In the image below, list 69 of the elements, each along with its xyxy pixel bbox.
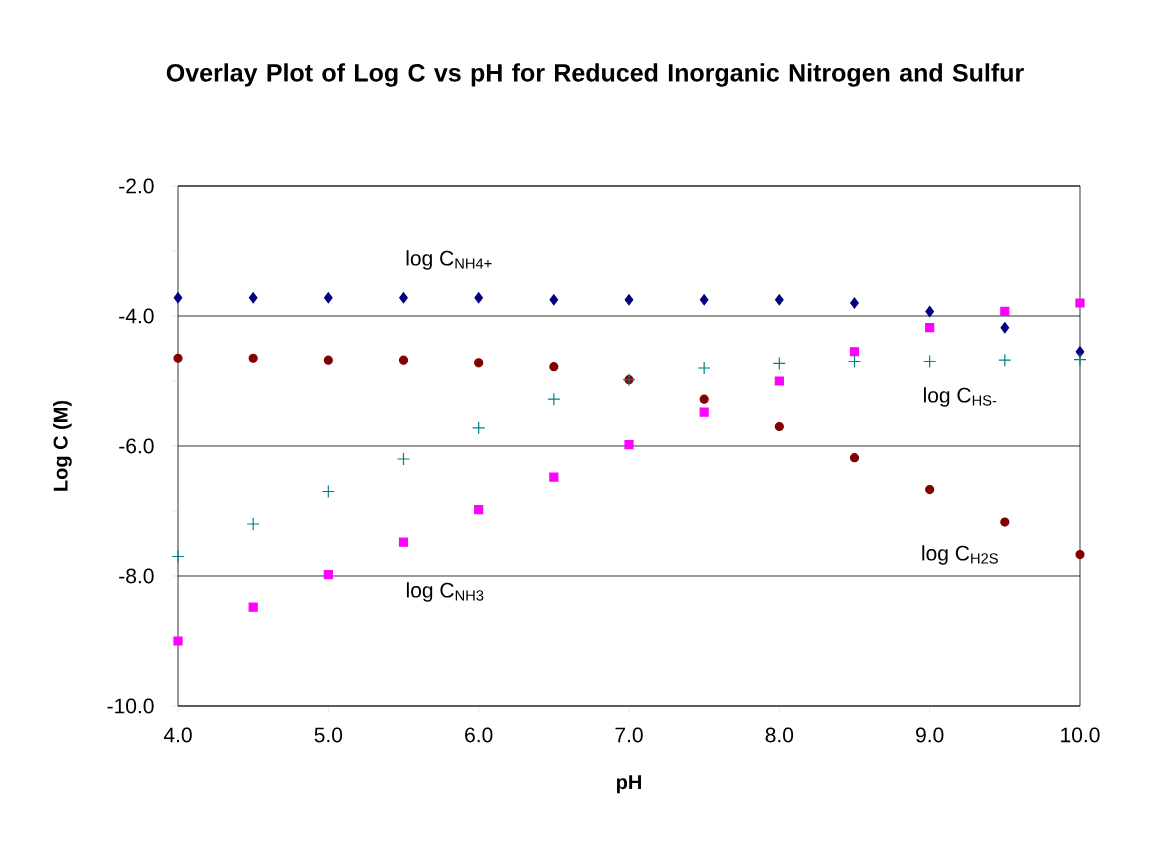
y-tick-label: -8.0: [119, 568, 154, 584]
y-tick-label: -2.0: [119, 178, 154, 194]
point: [1075, 549, 1085, 560]
x-tick-label: 8.0: [765, 727, 794, 743]
point: [248, 292, 258, 304]
point: [699, 407, 709, 417]
point: [624, 440, 634, 450]
point: [925, 484, 935, 495]
point: [624, 294, 634, 306]
point: [774, 294, 784, 306]
point: [1075, 298, 1085, 308]
x-tick-label: 5.0: [314, 727, 343, 743]
point: [323, 292, 333, 304]
point: [774, 421, 784, 432]
y-axis-title: Log C (M): [53, 400, 72, 491]
y-tick-label: -6.0: [119, 438, 154, 454]
point: [173, 636, 183, 646]
point: [772, 356, 786, 371]
point: [1000, 517, 1010, 527]
point: [697, 361, 711, 375]
annotation: log C$_{NH4+}$: [406, 250, 492, 270]
x-tick-label: 4.0: [163, 727, 192, 743]
point: [474, 358, 484, 368]
point: [1073, 352, 1087, 367]
point: [1000, 306, 1010, 317]
point: [849, 453, 860, 463]
point: [323, 355, 333, 365]
point: [248, 602, 258, 612]
point: [173, 292, 183, 304]
annotation: log C$_{H2S}$: [922, 545, 998, 565]
point: [925, 305, 935, 318]
point: [925, 323, 935, 333]
point: [399, 292, 408, 304]
point: [398, 537, 409, 547]
x-tick-label: 9.0: [916, 727, 944, 743]
point: [549, 362, 559, 372]
point: [547, 392, 561, 406]
point: [1075, 346, 1085, 358]
point: [474, 505, 484, 515]
point: [850, 297, 859, 309]
point: [1000, 322, 1010, 334]
point: [849, 347, 860, 357]
point: [847, 354, 862, 369]
x-tick-label: 10.0: [1061, 727, 1100, 743]
point: [173, 353, 183, 363]
point: [396, 452, 411, 466]
y-tick-label: -4.0: [119, 308, 154, 324]
point: [472, 421, 486, 435]
x-tick-label: 7.0: [615, 727, 643, 743]
x-tick-label: 6.0: [465, 727, 493, 743]
annotation: log C$_{HS-}$: [923, 387, 997, 407]
point: [699, 394, 709, 404]
point: [998, 353, 1012, 367]
y-tick-label: -10.0: [107, 698, 154, 714]
point: [699, 294, 709, 306]
annotation: log C$_{NH3}$: [406, 582, 484, 602]
point: [474, 292, 484, 304]
chart-title: Overlay Plot of Log C vs pH for Reduced Inorganic Nitrogen and Sulfur: [166, 63, 1024, 87]
point: [248, 353, 258, 363]
point: [923, 354, 937, 369]
x-axis-title: pH: [616, 775, 641, 794]
point: [321, 484, 335, 499]
point: [774, 376, 784, 386]
point: [246, 517, 260, 531]
point: [323, 570, 333, 580]
point: [171, 549, 185, 564]
point: [549, 472, 559, 482]
point: [549, 294, 559, 306]
point: [398, 355, 409, 365]
